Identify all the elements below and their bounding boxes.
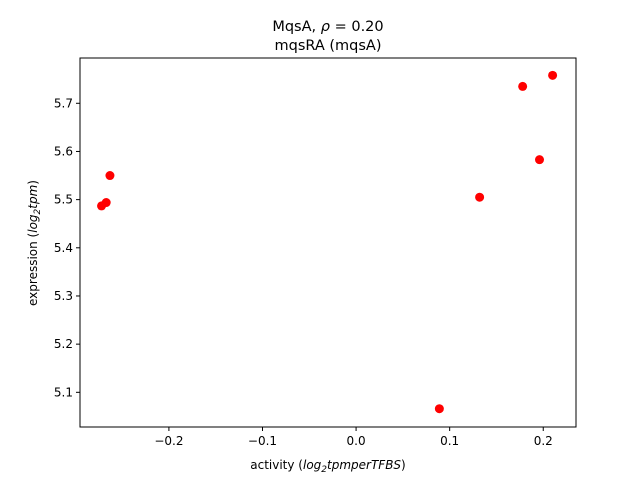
x-tick-label: −0.2 [154, 434, 183, 448]
y-tick-label: 5.2 [54, 337, 73, 351]
data-points [97, 70, 558, 414]
y-tick-label: 5.4 [54, 241, 73, 255]
y-axis-label: expression (log2tpm) [26, 180, 43, 306]
x-tick-label: 0.2 [534, 434, 553, 448]
y-tick-label: 5.7 [54, 96, 73, 110]
data-point [535, 155, 545, 165]
plot-frame [79, 57, 577, 428]
x-axis-label: activity (log2tpmperTFBS) [250, 458, 405, 475]
y-tick-label: 5.5 [54, 193, 73, 207]
data-point [475, 192, 485, 202]
x-tick-label: −0.1 [248, 434, 277, 448]
x-tick-label: 0.0 [347, 434, 366, 448]
data-point [105, 171, 115, 181]
data-point [518, 81, 528, 91]
y-tick-label: 5.3 [54, 289, 73, 303]
y-tick-label: 5.6 [54, 144, 73, 158]
data-point [548, 70, 558, 80]
x-tick-label: 0.1 [440, 434, 459, 448]
chart-title-line1: MqsA, ρ = 0.20 [272, 19, 383, 35]
data-point [101, 198, 111, 208]
axis-ticks: −0.2 −0.1 0.0 0.1 0.2 5.1 5.2 5.3 5.4 5.5 5.6 5.7 [54, 96, 553, 448]
data-point [434, 404, 444, 414]
y-tick-label: 5.1 [54, 385, 73, 399]
chart-title-line2: mqsRA (mqsA) [274, 38, 381, 54]
